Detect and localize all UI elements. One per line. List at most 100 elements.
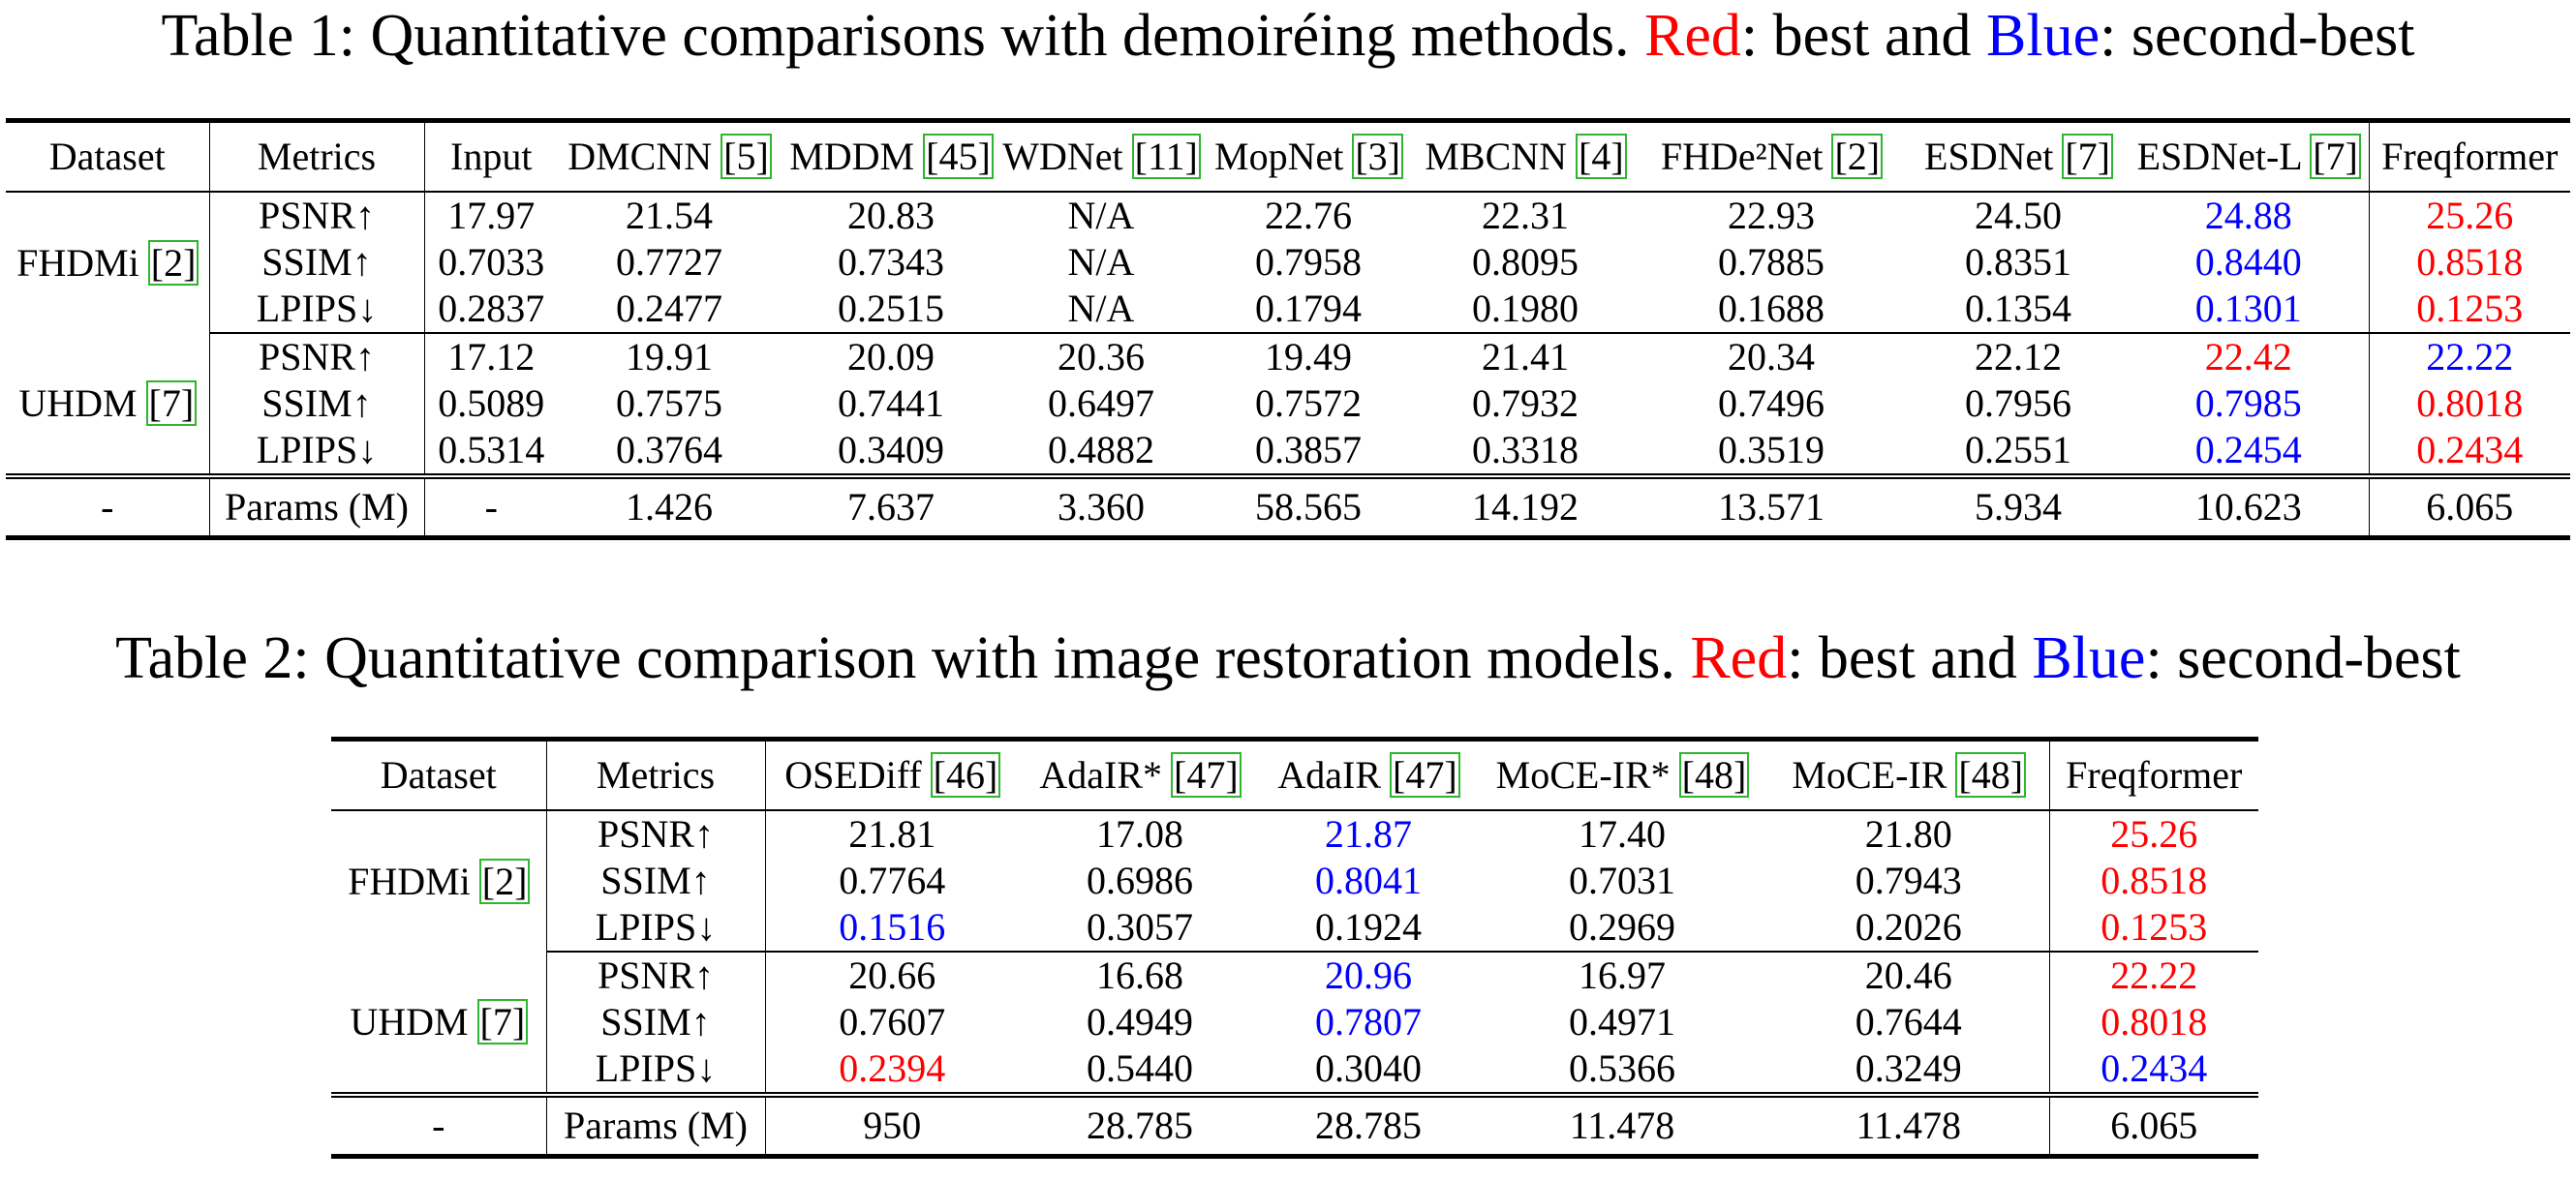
value-cell: 0.7607 xyxy=(839,1000,946,1044)
value-cell: 0.7807 xyxy=(1315,1000,1422,1044)
value-cell: 0.4882 xyxy=(1001,427,1201,477)
method-name: ESDNet-L xyxy=(2136,135,2312,178)
value-cell: 0.3409 xyxy=(781,427,1001,477)
value-cell: 0.3857 xyxy=(1201,427,1416,477)
header-method: DMCNN [5] xyxy=(558,120,781,193)
value-cell: 22.93 xyxy=(1728,194,1815,237)
method-citation: [7] xyxy=(2062,134,2113,179)
metric-cell: LPIPS↓ xyxy=(546,1045,766,1096)
value-cell: 0.7956 xyxy=(1965,381,2071,425)
value-cell: 20.83 xyxy=(847,194,935,237)
params-row: - Params (M) -1.426 7.637 3.360 58.565 14.192 1… xyxy=(6,473,2570,538)
dataset-citation: [2] xyxy=(147,239,199,286)
value-cell: 0.7572 xyxy=(1255,381,1362,425)
metric-cell: SSIM↑ xyxy=(209,380,425,427)
header-method: Freqformer xyxy=(2048,739,2258,811)
value-cell: 0.6497 xyxy=(1048,381,1154,425)
value-cell: 0.1354 xyxy=(1908,286,2129,334)
value-cell: 0.8041 xyxy=(1315,859,1422,902)
header-method: Input xyxy=(424,120,558,193)
dataset-name: FHDMi xyxy=(16,240,149,285)
value-cell: 0.6986 xyxy=(1087,859,1193,902)
header-method: MoCE-IR [48] xyxy=(1768,739,2049,811)
header-method: AdaIR* [47] xyxy=(1019,739,1261,811)
value-cell: 0.1253 xyxy=(2048,904,2258,953)
value-cell: 0.8518 xyxy=(2368,239,2570,286)
params-value: 950 xyxy=(765,1092,1019,1157)
method-citation: [2] xyxy=(1831,134,1884,179)
header-method: Freqformer xyxy=(2368,120,2570,193)
value-cell: 0.2969 xyxy=(1476,904,1768,953)
method-name: ESDNet xyxy=(1924,135,2064,178)
header-method: OSEDiff [46] xyxy=(765,739,1019,811)
value-cell: 0.8351 xyxy=(1965,240,2071,284)
table1-caption-suffix: : second-best xyxy=(2100,3,2415,69)
value-cell: 0.7031 xyxy=(1569,859,1675,902)
value-cell: 0.1688 xyxy=(1635,286,1908,334)
value-cell: 22.22 xyxy=(2368,333,2570,380)
method-citation: [11] xyxy=(1131,134,1201,179)
header-method: AdaIR [47] xyxy=(1261,739,1476,811)
table1-caption-blue-word: Blue xyxy=(1986,3,2101,69)
params-dataset: - xyxy=(6,473,210,538)
header-method: FHDe²Net [2] xyxy=(1635,120,1908,193)
table-row: SSIM↑ 0.5089 0.7575 0.7441 0.6497 0.7572 0.793… xyxy=(6,380,2570,427)
value-cell: 22.31 xyxy=(1482,194,1569,237)
value-cell: 20.96 xyxy=(1325,954,1412,997)
table1-caption-prefix: Table 1: Quantitative comparisons with d… xyxy=(161,3,1645,69)
metric-cell: PSNR↑ xyxy=(546,810,766,858)
table-row: SSIM↑ 0.7607 0.4949 0.7807 0.4971 0.7644 0.801… xyxy=(331,999,2258,1045)
method-citation: [4] xyxy=(1576,134,1627,179)
value-cell: 0.7343 xyxy=(838,240,944,284)
value-cell: 22.12 xyxy=(1975,335,2062,379)
value-cell: 17.40 xyxy=(1579,812,1666,856)
value-cell: 17.12 xyxy=(447,335,536,379)
method-citation: [45] xyxy=(923,134,994,179)
value-cell: 20.36 xyxy=(1058,335,1145,379)
value-cell: 24.88 xyxy=(2204,194,2292,237)
value-cell: 0.7985 xyxy=(2194,381,2302,425)
method-name: MopNet xyxy=(1214,135,1354,178)
method-name: OSEDiff xyxy=(784,753,932,797)
method-name: Input xyxy=(450,135,533,178)
method-name: MDDM xyxy=(789,135,925,178)
params-value: 6.065 xyxy=(2368,473,2570,538)
value-cell: 20.66 xyxy=(848,954,936,997)
value-cell: 16.68 xyxy=(1096,954,1183,997)
header-method: MDDM [45] xyxy=(781,120,1001,193)
method-name: FHDe²Net xyxy=(1660,135,1833,178)
method-name: MoCE-IR* xyxy=(1495,753,1680,797)
dataset-citation: [7] xyxy=(476,998,529,1045)
value-cell: 0.1924 xyxy=(1261,904,1476,953)
params-value: 1.426 xyxy=(558,473,781,538)
method-name: AdaIR xyxy=(1277,753,1391,797)
metric-cell: LPIPS↓ xyxy=(209,427,425,477)
params-metric: Params (M) xyxy=(209,473,425,538)
value-cell: 0.5366 xyxy=(1476,1045,1768,1096)
value-cell: 0.2515 xyxy=(781,286,1001,334)
value-cell: 25.26 xyxy=(2368,192,2570,239)
table-row: LPIPS↓ 0.2837 0.2477 0.2515 N/A 0.1794 0.1980 0… xyxy=(6,286,2570,334)
header-metrics: Metrics xyxy=(546,739,766,811)
value-cell: 21.87 xyxy=(1325,812,1412,856)
table1: Dataset Metrics Input DMCNN [5] MDDM [45] WDN… xyxy=(6,118,2570,540)
value-cell: 0.1301 xyxy=(2129,286,2369,334)
metric-cell: PSNR↑ xyxy=(209,333,425,380)
table-row: LPIPS↓ 0.1516 0.3057 0.1924 0.2969 0.2026 0.12… xyxy=(331,904,2258,953)
value-cell: 0.3519 xyxy=(1635,427,1908,477)
value-cell: 0.4949 xyxy=(1087,1000,1193,1044)
value-cell: 0.7033 xyxy=(438,240,545,284)
params-value: 10.623 xyxy=(2129,473,2369,538)
method-citation: [5] xyxy=(721,134,772,179)
metric-cell: SSIM↑ xyxy=(546,999,766,1045)
value-cell: 20.46 xyxy=(1864,954,1952,997)
value-cell: 0.3764 xyxy=(558,427,781,477)
value-cell: 0.2434 xyxy=(2048,1045,2258,1096)
header-dataset: Dataset xyxy=(331,739,547,811)
value-cell: 0.8018 xyxy=(2368,380,2570,427)
value-cell: 21.41 xyxy=(1482,335,1569,379)
header-dataset: Dataset xyxy=(6,120,210,193)
table-row: LPIPS↓ 0.5314 0.3764 0.3409 0.4882 0.3857 0.33… xyxy=(6,427,2570,477)
dataset-citation: [7] xyxy=(145,379,198,426)
value-cell: 0.5314 xyxy=(424,427,558,477)
